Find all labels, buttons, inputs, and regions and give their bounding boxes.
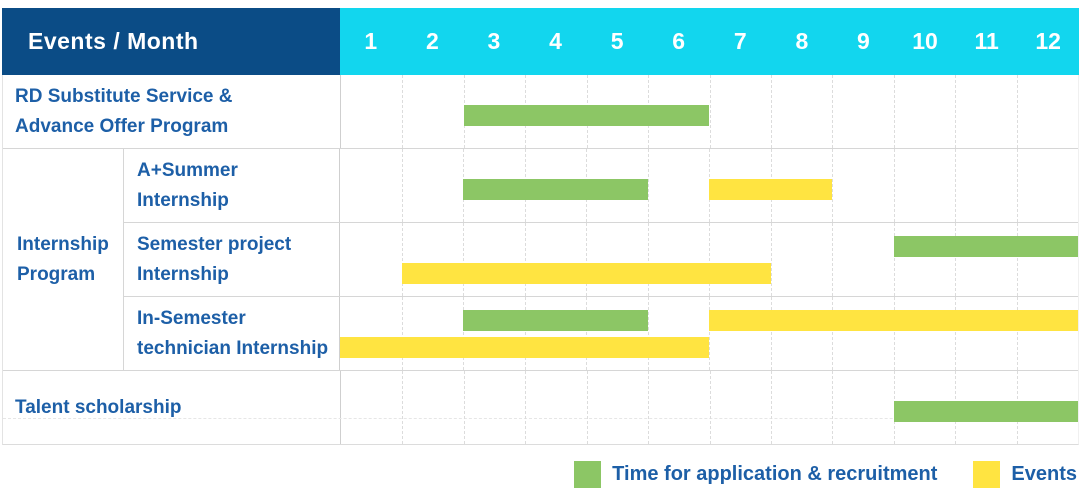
month-gridline-cell	[648, 371, 709, 444]
application-recruitment-bar	[463, 179, 648, 200]
row-label-rd-substitute: RD Substitute Service & Advance Offer Pr…	[3, 75, 341, 148]
month-header-6: 6	[672, 28, 686, 54]
month-gridline-cell	[709, 297, 771, 370]
group-label-internship-program: Internship Program	[3, 149, 124, 370]
month-gridline-cell	[832, 75, 893, 148]
month-header-3: 3	[487, 28, 501, 54]
month-gridline-cell	[709, 75, 771, 148]
table-body: RD Substitute Service & Advance Offer Pr…	[2, 75, 1079, 445]
month-header-12: 12	[1035, 28, 1061, 54]
month-gridline-cell	[832, 297, 894, 370]
events-bar	[401, 263, 771, 284]
month-gridline-cell	[463, 223, 525, 296]
month-gridline-cell	[340, 149, 402, 222]
month-gridline-cell	[955, 75, 1016, 148]
month-header-row: 1 2 3 4 5 6 7 8 9 10 11 12	[340, 8, 1079, 75]
month-gridline-cell	[770, 297, 833, 370]
month-gridline-cell	[1016, 75, 1078, 148]
month-header-11: 11	[974, 28, 999, 54]
row-label-talent-scholarship: Talent scholarship	[3, 371, 341, 444]
month-header-10: 10	[912, 28, 938, 54]
month-gridline-cell	[647, 149, 710, 222]
chart-lane-a-summer	[340, 149, 1078, 222]
month-gridline-cell	[770, 371, 832, 444]
table-row-semester-project: Semester project Internship	[124, 223, 1078, 297]
month-gridline-cell	[401, 223, 464, 296]
row-label-a-summer: A+Summer Internship	[124, 149, 340, 222]
month-gridline-cell	[401, 297, 464, 370]
application-recruitment-bar	[463, 105, 710, 126]
month-gridline-cell	[401, 149, 464, 222]
legend-label-events: Events	[1011, 463, 1077, 485]
table-row-in-semester-technician: In-Semester technician Internship	[124, 297, 1078, 370]
month-gridline-cell	[1016, 297, 1079, 370]
month-gridline-cell	[463, 297, 525, 370]
table-row-a-summer: A+Summer Internship	[124, 149, 1078, 223]
month-gridline-cell	[770, 75, 832, 148]
month-gridline-cell	[893, 75, 955, 148]
table-row-rd-substitute: RD Substitute Service & Advance Offer Pr…	[3, 75, 1078, 149]
month-header-8: 8	[795, 28, 809, 54]
month-gridline-cell	[340, 223, 402, 296]
month-header-5: 5	[610, 28, 624, 54]
month-gridline-cell	[463, 371, 525, 444]
legend-label-application: Time for application & recruitment	[612, 463, 938, 485]
chart-lane-in-semester-technician	[340, 297, 1078, 370]
table-header: Events / Month 1 2 3 4 5 6 7 8 9 10 11 1…	[2, 8, 1079, 75]
month-gridline-cell	[1016, 149, 1079, 222]
month-gridline-cell	[525, 371, 586, 444]
legend-swatch-events-yellow	[973, 461, 1001, 488]
internship-program-group: Internship Program A+Summer Internship S…	[3, 149, 1078, 371]
month-gridline-cell	[832, 371, 893, 444]
month-gridline-cell	[647, 297, 710, 370]
events-bar	[709, 310, 1078, 331]
month-gridline-cell	[524, 297, 587, 370]
month-header-2: 2	[425, 28, 439, 54]
month-gridline-cell	[832, 149, 894, 222]
month-gridline-cell	[341, 75, 402, 148]
month-gridline-cell	[340, 297, 402, 370]
events-bar	[340, 337, 709, 358]
internship-program-subrows: A+Summer Internship Semester project Int…	[124, 149, 1078, 370]
legend-swatch-application-green	[574, 461, 602, 488]
chart-legend: Time for application & recruitment Event…	[574, 461, 1077, 488]
month-gridline-cell	[955, 297, 1017, 370]
month-gridline-cell	[893, 223, 956, 296]
month-header-1: 1	[364, 28, 378, 54]
month-gridline-cell	[586, 297, 648, 370]
month-gridline-cell	[832, 223, 894, 296]
month-gridline-cell	[586, 371, 648, 444]
month-gridline-cell	[955, 223, 1017, 296]
month-gridline-cell	[893, 149, 956, 222]
events-bar	[709, 179, 832, 200]
month-gridline-cell	[1016, 223, 1079, 296]
month-gridline-cell	[770, 223, 833, 296]
month-gridline-cell	[402, 75, 463, 148]
chart-lane-semester-project	[340, 223, 1078, 296]
month-header-4: 4	[549, 28, 562, 54]
application-recruitment-bar	[893, 401, 1078, 422]
header-events-month-cell: Events / Month	[2, 8, 340, 75]
chart-lane-talent-scholarship	[341, 371, 1078, 444]
month-gridline-cell	[709, 371, 771, 444]
month-gridline-cell	[647, 223, 710, 296]
month-gridline-cell	[955, 149, 1017, 222]
chart-lane-rd-substitute	[341, 75, 1078, 148]
month-gridline-cell	[709, 223, 771, 296]
month-gridline-cell	[893, 297, 956, 370]
lane-divider-line	[3, 418, 1078, 419]
application-recruitment-bar	[893, 236, 1078, 257]
month-gridline-cell	[402, 371, 463, 444]
month-header-7: 7	[733, 28, 747, 54]
month-header-9: 9	[857, 28, 870, 54]
application-recruitment-bar	[463, 310, 648, 331]
events-table: Events / Month 1 2 3 4 5 6 7 8 9 10 11 1…	[2, 8, 1079, 445]
row-label-semester-project: Semester project Internship	[124, 223, 340, 296]
month-gridline-cell	[524, 223, 587, 296]
table-row-talent-scholarship: Talent scholarship	[3, 371, 1078, 444]
month-gridline-cell	[341, 371, 402, 444]
row-label-in-semester-technician: In-Semester technician Internship	[124, 297, 340, 370]
month-gridline-cell	[586, 223, 648, 296]
